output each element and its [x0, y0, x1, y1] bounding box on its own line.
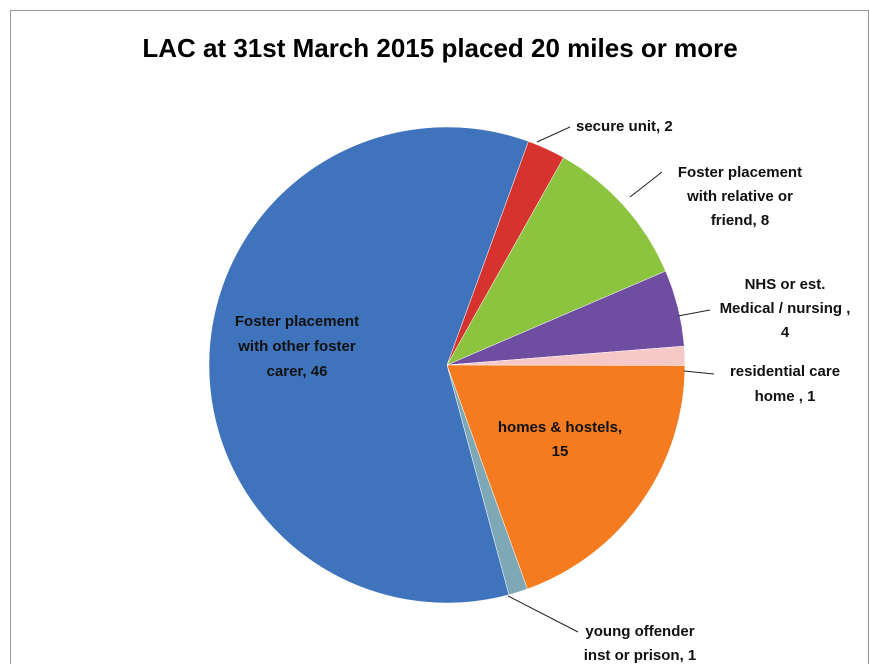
data-label: young offender — [585, 623, 694, 640]
data-label: homes & hostels, — [498, 419, 622, 436]
data-label: residential care — [730, 363, 840, 380]
data-label: inst or prison, 1 — [584, 647, 697, 664]
pie-slice — [208, 126, 529, 604]
data-label: secure unit, 2 — [576, 118, 673, 135]
data-label: friend, 8 — [711, 212, 769, 229]
leader-line — [629, 171, 663, 198]
data-label: 15 — [552, 443, 569, 460]
data-label: carer, 46 — [267, 363, 328, 380]
pie-slice — [446, 364, 686, 590]
data-label: with other foster — [237, 338, 356, 355]
data-label: home , 1 — [755, 388, 816, 405]
data-label: with relative or — [686, 188, 793, 205]
leader-line — [536, 126, 571, 143]
leader-line — [507, 595, 579, 633]
pie-slice — [446, 157, 667, 366]
data-label: NHS or est. — [745, 276, 826, 293]
leader-line — [677, 309, 711, 317]
leader-line — [683, 370, 715, 375]
data-label: Foster placement — [678, 164, 802, 181]
data-label: Medical / nursing , — [720, 300, 851, 317]
data-label: Foster placement — [235, 313, 359, 330]
data-label: 4 — [781, 324, 790, 341]
chart-title: LAC at 31st March 2015 placed 20 miles o… — [142, 33, 737, 63]
